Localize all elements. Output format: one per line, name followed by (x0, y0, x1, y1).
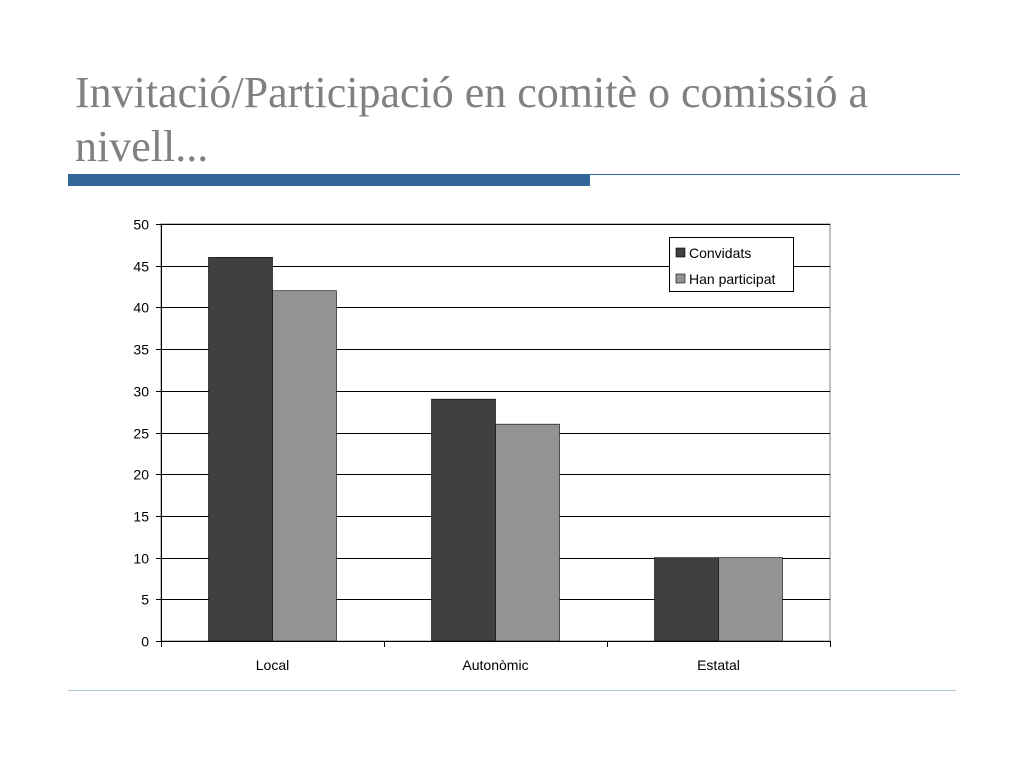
legend-swatch (675, 247, 686, 258)
bar-convidats (431, 398, 496, 642)
y-tick-label: 0 (141, 634, 149, 650)
bars (208, 257, 783, 642)
legend-label: Han participat (689, 271, 775, 287)
x-tick-label: Autonòmic (462, 657, 528, 673)
y-tick-label: 45 (133, 259, 149, 275)
y-tick-label: 20 (133, 467, 149, 483)
x-tick-label: Local (256, 657, 289, 673)
y-tick-label: 35 (133, 342, 149, 358)
bar-convidats (208, 257, 273, 642)
y-tick-label: 30 (133, 384, 149, 400)
bar-han-participat (718, 557, 783, 642)
axes: 0 5 10 15 20 25 30 35 40 45 50 Local Autonòmic Estata… (133, 217, 831, 673)
title-underline-thick (68, 174, 590, 186)
bar-han-participat (495, 423, 560, 642)
y-tick-label: 50 (133, 217, 149, 233)
y-tick-label: 15 (133, 509, 149, 525)
x-tick-label: Estatal (697, 657, 740, 673)
legend-box (669, 237, 794, 292)
bar-convidats (654, 557, 719, 642)
page-title: Invitació/Participació en comitè o comis… (75, 68, 868, 171)
footer-divider (68, 690, 956, 691)
y-tick-label: 10 (133, 551, 149, 567)
title-underline-thin (590, 174, 960, 175)
y-tick-label: 25 (133, 426, 149, 442)
legend: Convidats Han participat (669, 237, 794, 292)
bar-han-participat (272, 290, 337, 642)
legend-swatch (675, 273, 686, 284)
y-tick-label: 40 (133, 300, 149, 316)
y-tick-label: 5 (141, 592, 149, 608)
legend-label: Convidats (689, 245, 751, 261)
